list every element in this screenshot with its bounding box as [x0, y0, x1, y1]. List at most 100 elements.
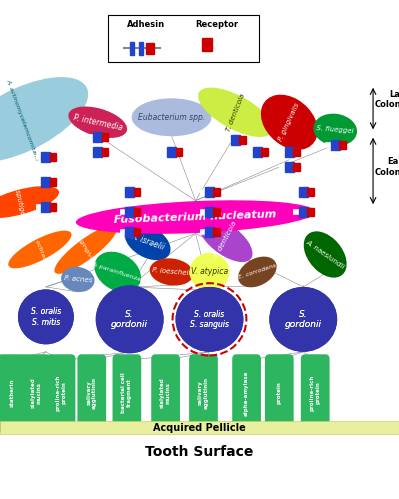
Ellipse shape	[190, 253, 229, 291]
Text: C. gingivalis: C. gingivalis	[74, 232, 97, 267]
Text: Early
Colonizers: Early Colonizers	[375, 158, 399, 177]
Bar	[285, 147, 287, 157]
Bar	[41, 202, 44, 212]
Bar	[134, 208, 140, 216]
FancyBboxPatch shape	[22, 354, 50, 432]
FancyBboxPatch shape	[113, 354, 141, 432]
Bar	[288, 147, 290, 157]
Text: alpha-amylase: alpha-amylase	[244, 370, 249, 416]
Text: salivary
agglutinin: salivary agglutinin	[198, 377, 209, 409]
Text: Acquired Pellicle: Acquired Pellicle	[153, 423, 246, 433]
Bar	[125, 187, 128, 197]
Text: S.
gordonii: S. gordonii	[111, 310, 148, 329]
FancyBboxPatch shape	[47, 354, 75, 432]
Ellipse shape	[61, 267, 95, 292]
Bar	[125, 207, 128, 217]
Text: Eubacterium spp.: Eubacterium spp.	[138, 113, 205, 122]
Bar	[45, 177, 47, 187]
Ellipse shape	[238, 256, 277, 287]
Bar	[307, 188, 314, 196]
Ellipse shape	[76, 200, 315, 234]
Bar	[41, 152, 44, 162]
Bar	[334, 140, 337, 150]
Bar	[337, 140, 340, 150]
Text: Adhesin: Adhesin	[126, 20, 165, 29]
Bar	[339, 141, 346, 149]
Text: statherin: statherin	[10, 379, 14, 407]
Bar	[96, 147, 99, 157]
Bar	[132, 187, 134, 197]
Bar	[99, 132, 102, 142]
Text: S.
gordonii: S. gordonii	[285, 310, 322, 329]
Bar	[253, 147, 256, 157]
Bar	[45, 152, 47, 162]
Text: sialylated
mucins: sialylated mucins	[30, 378, 41, 408]
Ellipse shape	[18, 289, 74, 344]
Bar	[208, 207, 211, 217]
Bar	[96, 132, 99, 142]
Text: proline-rich
protein: proline-rich protein	[310, 375, 321, 411]
Text: S. oralis
S. mitis: S. oralis S. mitis	[31, 307, 61, 326]
Text: Receptor: Receptor	[196, 20, 239, 29]
Bar	[102, 148, 108, 156]
Bar	[50, 178, 56, 186]
Text: S. oralis
S. sanguis: S. oralis S. sanguis	[190, 310, 229, 329]
Text: V. atypica: V. atypica	[191, 267, 228, 276]
Bar	[288, 162, 290, 172]
Bar	[298, 187, 302, 197]
Bar	[93, 147, 96, 157]
Ellipse shape	[96, 285, 164, 353]
Bar	[173, 147, 176, 157]
FancyBboxPatch shape	[189, 354, 218, 432]
Bar	[211, 207, 214, 217]
Ellipse shape	[125, 224, 170, 260]
Text: P. loescheii: P. loescheii	[152, 267, 191, 276]
Bar	[231, 135, 234, 145]
Bar	[128, 207, 131, 217]
Text: P. intermedia: P. intermedia	[72, 113, 123, 132]
Text: T. denticola: T. denticola	[225, 92, 246, 132]
Bar	[305, 187, 308, 197]
Bar	[298, 207, 302, 217]
Bar	[293, 163, 300, 171]
Ellipse shape	[150, 258, 194, 285]
Bar	[146, 43, 154, 54]
Bar	[234, 135, 237, 145]
Ellipse shape	[261, 95, 318, 150]
Bar	[93, 132, 96, 142]
Ellipse shape	[269, 287, 337, 352]
Bar	[259, 147, 262, 157]
Bar	[167, 147, 170, 157]
Bar	[134, 188, 140, 196]
Bar	[213, 188, 220, 196]
Text: sialylated
mucins: sialylated mucins	[160, 378, 171, 408]
Bar	[170, 147, 173, 157]
Text: S. flueggei: S. flueggei	[316, 125, 354, 134]
FancyBboxPatch shape	[151, 354, 180, 432]
Text: C. ochracea: C. ochracea	[31, 232, 49, 267]
Bar	[202, 38, 212, 50]
Bar	[205, 227, 208, 237]
Ellipse shape	[0, 77, 88, 163]
Ellipse shape	[132, 98, 211, 136]
Ellipse shape	[96, 285, 164, 353]
Text: A. israelii: A. israelii	[130, 232, 166, 252]
Bar	[102, 133, 108, 141]
Bar	[211, 227, 214, 237]
Bar	[134, 228, 140, 236]
Text: P. acnes: P. acnes	[63, 275, 92, 283]
Text: S. oralis
S. mitis: S. oralis S. mitis	[31, 307, 61, 326]
Bar	[213, 228, 220, 236]
Ellipse shape	[176, 287, 243, 352]
Text: bacterial cell
fragment: bacterial cell fragment	[121, 373, 132, 413]
Ellipse shape	[176, 287, 243, 352]
Bar	[132, 207, 134, 217]
Ellipse shape	[198, 217, 253, 262]
Bar	[285, 162, 287, 172]
Bar	[125, 227, 128, 237]
Bar	[256, 147, 259, 157]
Ellipse shape	[18, 289, 74, 344]
Bar	[302, 187, 305, 197]
Text: P. denticola: P. denticola	[213, 221, 237, 258]
Ellipse shape	[304, 232, 347, 277]
